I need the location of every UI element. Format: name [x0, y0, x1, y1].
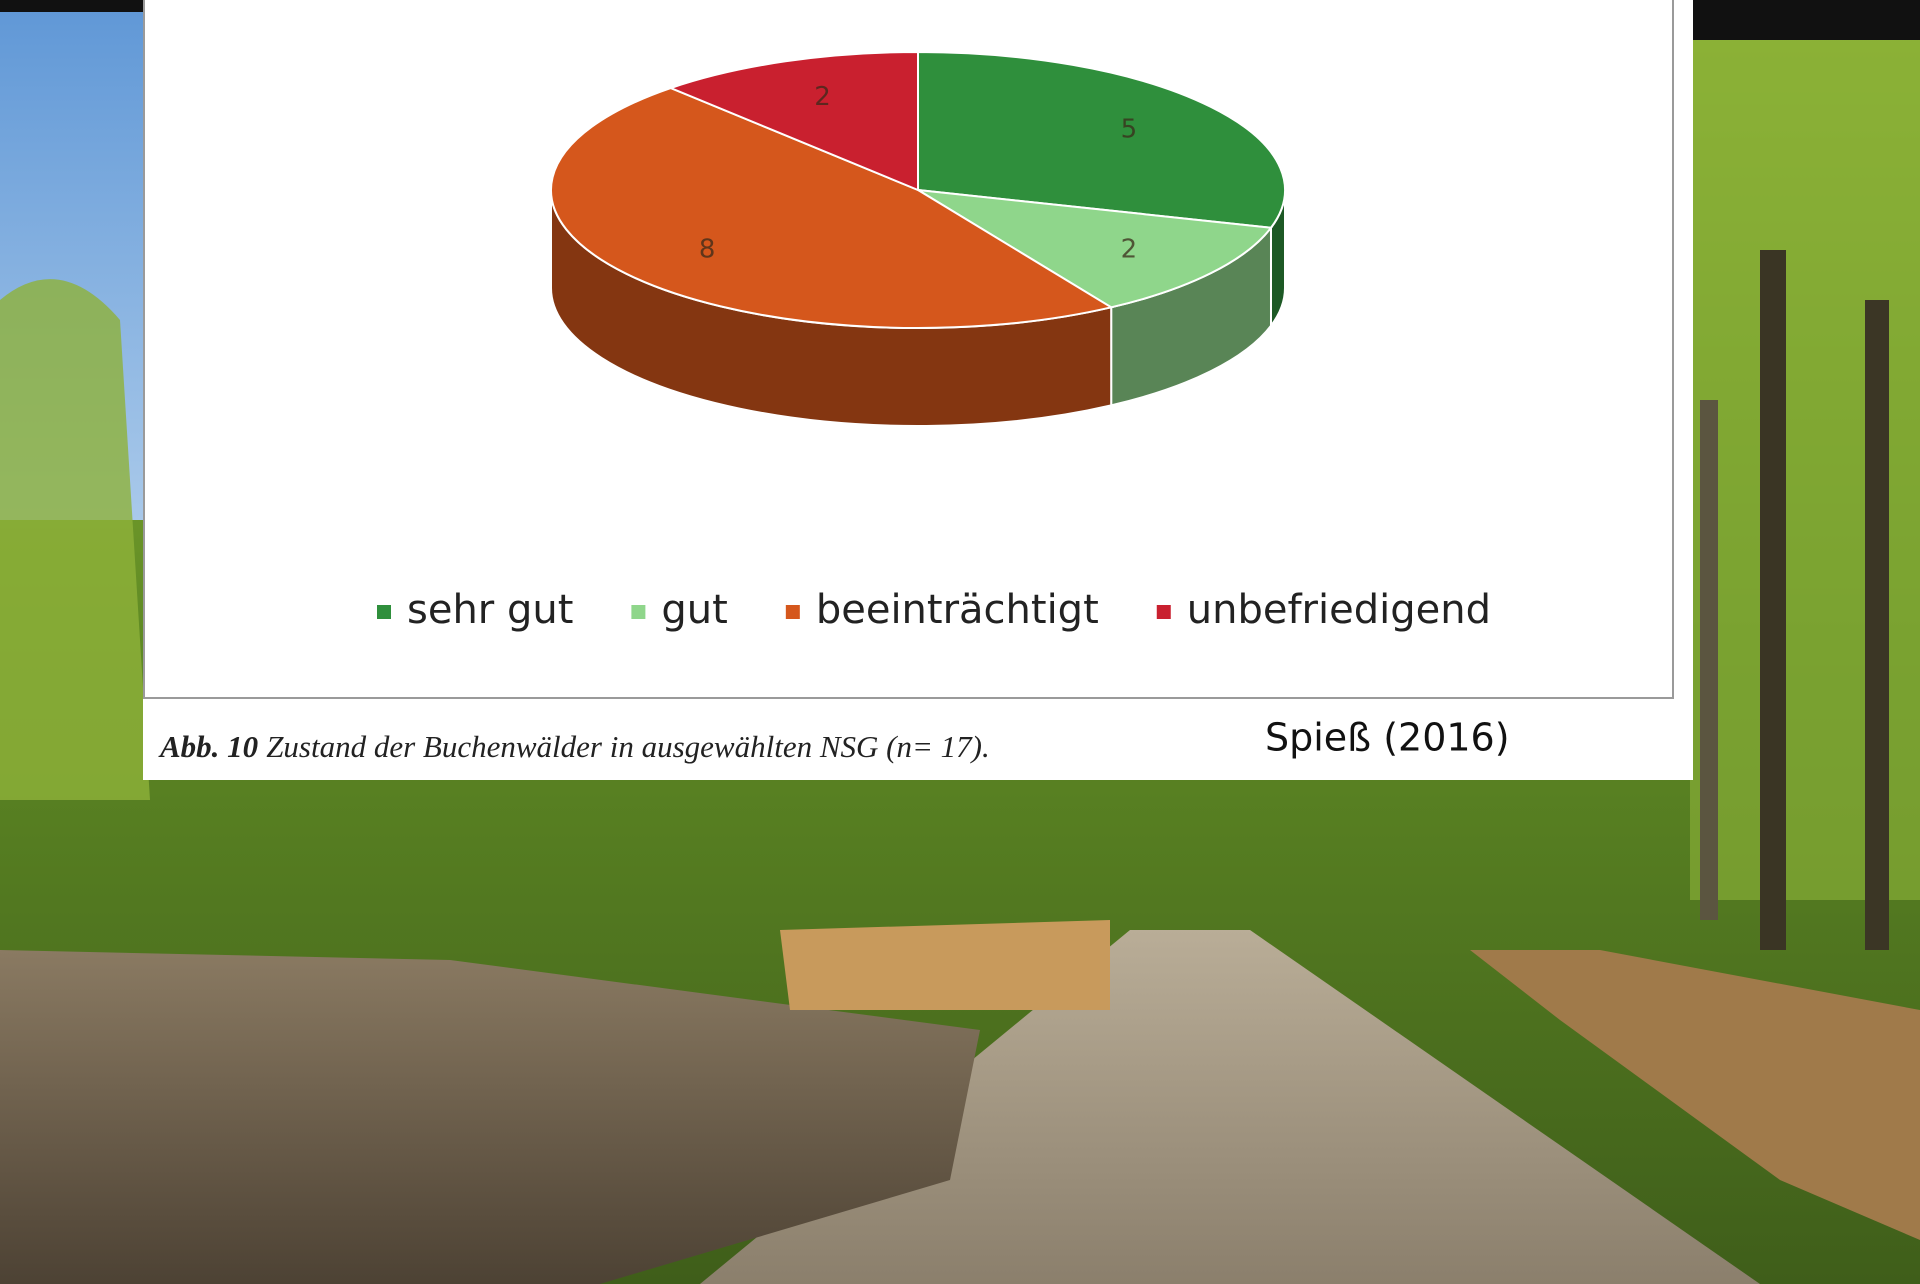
- caption-text: Zustand der Buchenwälder in ausgewählten…: [266, 729, 990, 764]
- dark-band: [1690, 0, 1920, 40]
- legend-label: beeinträchtigt: [816, 587, 1099, 633]
- data-label: 5: [1121, 115, 1138, 145]
- data-label: 8: [699, 234, 716, 264]
- legend-swatch: [631, 605, 645, 619]
- legend-swatch: [786, 605, 800, 619]
- log-pile: [780, 920, 1110, 1010]
- legend-swatch: [1157, 605, 1171, 619]
- slide: 5 2 8 2 sehr gut gut beeinträchtigt unbefriedi…: [0, 0, 1920, 1284]
- legend-label: unbefriedigend: [1187, 587, 1491, 633]
- tree-trunk: [1700, 400, 1718, 920]
- tree-trunk: [1865, 300, 1889, 950]
- data-label: 2: [814, 82, 831, 112]
- legend-swatch: [377, 605, 391, 619]
- legend-label: gut: [661, 587, 727, 633]
- pie-chart: 5 2 8 2: [551, 52, 1285, 426]
- data-label: 2: [1121, 234, 1138, 264]
- caption-label: Abb. 10: [158, 729, 258, 764]
- tree-trunk: [1760, 250, 1786, 950]
- dark-band: [0, 0, 150, 12]
- page: 5 2 8 2 sehr gut gut beeinträchtigt unbefriedi…: [0, 0, 1920, 1284]
- legend-label: sehr gut: [407, 587, 573, 633]
- source-note: Spieß (2016): [1265, 716, 1510, 760]
- legend: sehr gut gut beeinträchtigt unbefriedigend: [377, 587, 1491, 633]
